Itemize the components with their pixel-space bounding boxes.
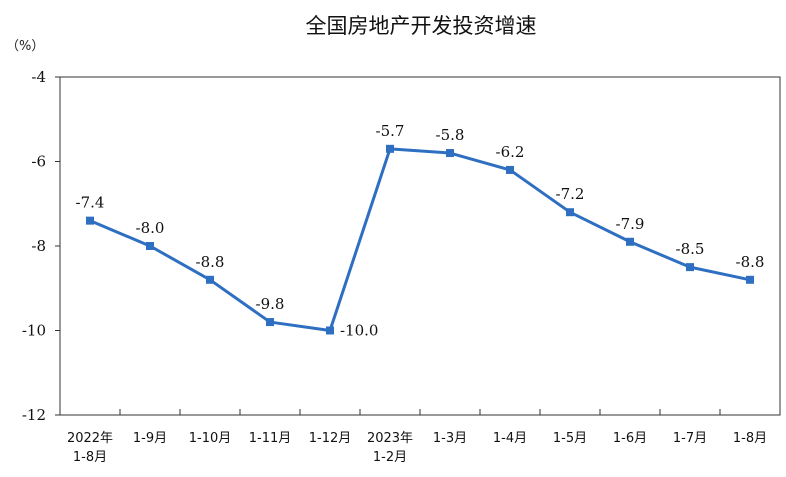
data-label: -5.7	[376, 122, 405, 140]
data-label: -7.9	[616, 215, 645, 233]
data-label: -7.4	[76, 194, 105, 212]
data-point-marker	[146, 242, 154, 250]
data-label: -8.8	[736, 253, 765, 271]
data-point-marker	[746, 275, 754, 284]
data-point-marker	[266, 318, 274, 327]
x-axis: 2022年 1-8月 1-9月 1-10月 1-11月 1-12月 2023年 1-2月 1-3…	[67, 409, 767, 465]
x-tick-label: 2023年 1-2月	[367, 431, 413, 465]
y-tick-label: -4	[31, 68, 46, 86]
series-group	[86, 144, 754, 335]
plot-area-frame	[59, 76, 781, 416]
data-label: -5.8	[436, 126, 465, 144]
x-tick-label: 1-3月	[433, 431, 467, 446]
x-tick-label: 1-8月	[733, 431, 767, 446]
data-label: -8.0	[136, 219, 165, 237]
x-tick-label: 1-10月	[189, 431, 232, 446]
data-point-marker	[206, 275, 214, 284]
x-tick-label: 1-9月	[133, 431, 167, 446]
y-tick-label: -6	[31, 153, 46, 171]
data-label: -10.0	[340, 322, 378, 340]
data-label: -8.8	[196, 253, 225, 271]
data-label: -7.2	[556, 185, 585, 203]
data-label-group: -7.4 -8.0 -8.8 -9.8 -10.0 -5.7 -5.8 -6.2 -7.2 -7.…	[76, 122, 765, 340]
data-label: -8.5	[676, 240, 705, 258]
chart-title: 全国房地产开发投资增速	[306, 14, 537, 38]
data-point-marker	[626, 237, 634, 246]
y-tick-label: -10	[22, 322, 46, 340]
data-point-marker	[686, 263, 694, 272]
data-label: -6.2	[496, 143, 525, 161]
x-tick-label: 2022年 1-8月	[67, 431, 113, 465]
x-tick-label: 1-12月	[309, 431, 352, 446]
data-point-marker	[326, 326, 334, 335]
data-label: -9.8	[256, 295, 285, 313]
x-tick-label: 1-5月	[553, 431, 587, 446]
data-point-marker	[566, 208, 574, 217]
series-line	[89, 147, 751, 332]
x-tick-label: 1-4月	[493, 431, 527, 446]
x-tick-label: 1-11月	[249, 431, 292, 446]
data-point-marker	[86, 216, 94, 225]
data-point-marker	[506, 165, 514, 174]
x-tick-label: 1-7月	[673, 431, 707, 446]
data-point-marker	[446, 149, 454, 158]
data-point-marker	[386, 144, 394, 153]
y-tick-label: -12	[22, 406, 46, 424]
x-tick-label: 1-6月	[613, 431, 647, 446]
y-tick-label: -8	[31, 237, 46, 255]
y-unit-label: （%）	[6, 39, 44, 54]
y-axis: -4 -6 -8 -10 -12	[22, 68, 60, 424]
